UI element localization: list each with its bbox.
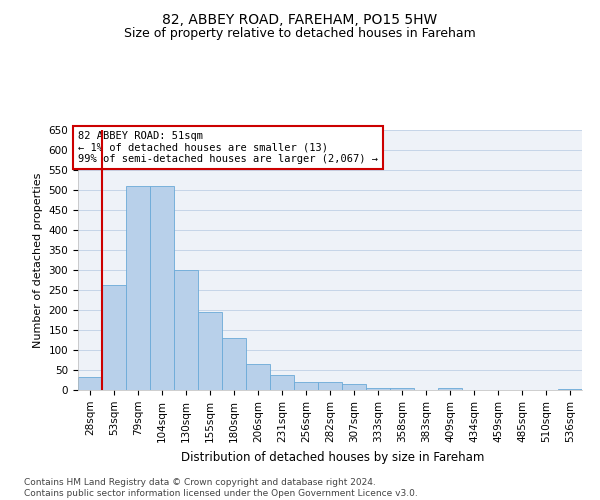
Text: 82 ABBEY ROAD: 51sqm
← 1% of detached houses are smaller (13)
99% of semi-detach: 82 ABBEY ROAD: 51sqm ← 1% of detached ho…: [78, 131, 378, 164]
Bar: [198, 312, 222, 390]
Bar: [342, 384, 366, 390]
Bar: [246, 364, 270, 390]
Bar: [270, 375, 294, 390]
Bar: [222, 338, 246, 390]
Bar: [558, 389, 582, 390]
Bar: [102, 285, 126, 390]
Text: Contains HM Land Registry data © Crown copyright and database right 2024.
Contai: Contains HM Land Registry data © Crown c…: [24, 478, 418, 498]
Y-axis label: Number of detached properties: Number of detached properties: [33, 172, 43, 348]
Bar: [150, 186, 174, 390]
Bar: [78, 377, 102, 390]
Bar: [318, 382, 342, 390]
Text: Size of property relative to detached houses in Fareham: Size of property relative to detached ho…: [124, 28, 476, 40]
Bar: [294, 382, 318, 390]
Bar: [174, 270, 198, 390]
Bar: [366, 388, 390, 390]
Text: 82, ABBEY ROAD, FAREHAM, PO15 5HW: 82, ABBEY ROAD, FAREHAM, PO15 5HW: [163, 12, 437, 26]
Text: Distribution of detached houses by size in Fareham: Distribution of detached houses by size …: [181, 451, 485, 464]
Bar: [438, 388, 462, 390]
Bar: [390, 388, 414, 390]
Bar: [126, 186, 150, 390]
